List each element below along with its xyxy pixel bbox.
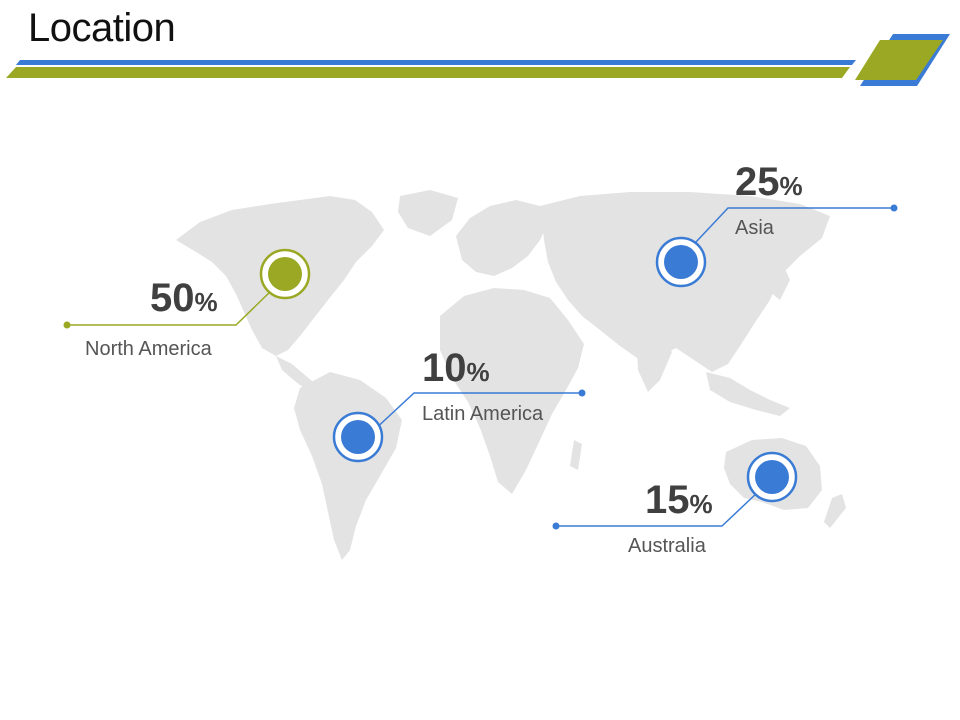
header-blue-stripe bbox=[16, 60, 856, 65]
connector-line-asia bbox=[695, 207, 894, 243]
map-central-america bbox=[276, 356, 318, 392]
percent-latin-america: 10% bbox=[422, 346, 490, 390]
marker-dot-asia bbox=[664, 245, 698, 279]
map-greenland bbox=[398, 190, 458, 236]
map-madagascar bbox=[570, 440, 582, 470]
connector-line-australia bbox=[556, 491, 759, 527]
header-bars bbox=[6, 34, 950, 86]
label-australia: Australia bbox=[628, 535, 706, 557]
marker-dot-latin-america bbox=[341, 420, 375, 454]
percent-asia: 25% bbox=[735, 160, 803, 204]
map-japan bbox=[770, 262, 790, 300]
label-north-america: North America bbox=[85, 338, 212, 360]
connector-dot-latin-america bbox=[578, 389, 586, 397]
map-africa bbox=[440, 288, 584, 494]
header-accent-green bbox=[855, 40, 943, 80]
connector-line-north-america bbox=[67, 289, 273, 326]
connector-dot-australia bbox=[552, 522, 560, 530]
marker-dot-north-america bbox=[268, 257, 302, 291]
header-green-stripe bbox=[6, 67, 850, 78]
connector-line-latin-america bbox=[371, 392, 582, 433]
map-europe bbox=[456, 200, 548, 276]
page-title: Location bbox=[28, 6, 176, 50]
marker-dot-australia bbox=[755, 460, 789, 494]
map-se-asia bbox=[706, 372, 790, 416]
connector-dot-asia bbox=[890, 204, 898, 212]
connector-dot-north-america bbox=[63, 321, 71, 329]
map-new-zealand bbox=[824, 494, 846, 528]
percent-north-america: 50% bbox=[150, 276, 218, 320]
map-india bbox=[636, 330, 672, 392]
label-latin-america: Latin America bbox=[422, 403, 544, 425]
percent-australia: 15% bbox=[645, 478, 713, 522]
label-asia: Asia bbox=[735, 217, 774, 239]
